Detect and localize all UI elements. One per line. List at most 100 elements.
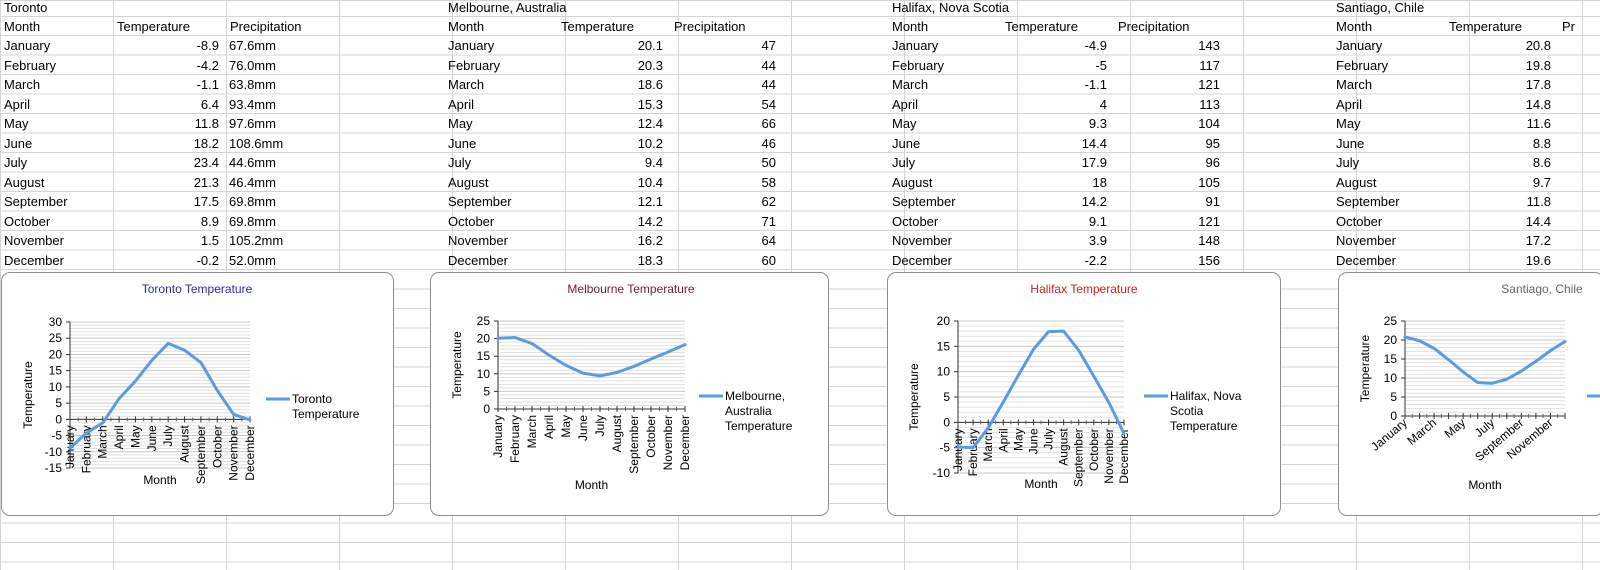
month-cell[interactable]: December (4, 252, 64, 268)
month-cell[interactable]: November (4, 233, 64, 248)
precipitation-cell[interactable]: 105 (1198, 174, 1220, 190)
precipitation-cell[interactable]: 60 (761, 252, 776, 268)
month-cell[interactable]: August (448, 174, 489, 190)
precipitation-cell[interactable]: 104 (1198, 116, 1220, 131)
precipitation-cell[interactable]: 156 (1198, 252, 1220, 268)
month-cell[interactable]: April (1336, 96, 1363, 112)
month-cell[interactable]: October (4, 213, 51, 229)
month-cell[interactable]: May (892, 116, 917, 131)
month-cell[interactable]: February (448, 57, 501, 73)
temperature-cell[interactable]: 20.1 (637, 38, 663, 53)
precipitation-cell[interactable]: 47 (761, 38, 776, 53)
month-cell[interactable]: February (4, 57, 57, 73)
month-cell[interactable]: April (448, 96, 475, 112)
temperature-cell[interactable]: 8.8 (1532, 135, 1551, 151)
temperature-cell[interactable]: 9.1 (1088, 213, 1107, 229)
precipitation-cell[interactable]: 50 (761, 155, 776, 170)
header-cell-temperature[interactable]: Temperature (1449, 19, 1522, 34)
temperature-cell[interactable]: 18 (1092, 174, 1107, 190)
month-cell[interactable]: October (892, 213, 939, 229)
temperature-cell[interactable]: -8.9 (196, 38, 219, 53)
table-title-cell[interactable]: Toronto (4, 0, 48, 15)
month-cell[interactable]: February (1336, 57, 1389, 73)
header-cell-temperature[interactable]: Temperature (561, 19, 634, 34)
temperature-cell[interactable]: 14.4 (1081, 135, 1107, 151)
month-cell[interactable]: November (448, 233, 508, 248)
header-cell-temperature[interactable]: Temperature (1005, 19, 1078, 34)
precipitation-cell[interactable]: 69.8mm (229, 213, 276, 229)
chart-card[interactable]: 0 5 10 15 20 25 January March May July September No… (1338, 272, 1600, 516)
month-cell[interactable]: August (892, 174, 933, 190)
temperature-cell[interactable]: 11.8 (194, 116, 219, 131)
month-cell[interactable]: September (4, 194, 68, 209)
precipitation-cell[interactable]: 52.0mm (229, 252, 276, 268)
header-cell-month[interactable]: Month (448, 19, 485, 34)
temperature-cell[interactable]: 17.5 (193, 194, 219, 209)
temperature-cell[interactable]: 20.3 (637, 57, 663, 73)
temperature-cell[interactable]: -4.2 (196, 57, 219, 73)
month-cell[interactable]: August (1336, 174, 1377, 190)
header-cell-month[interactable]: Month (4, 19, 41, 34)
month-cell[interactable]: June (892, 135, 921, 151)
temperature-cell[interactable]: -5 (1095, 57, 1107, 73)
month-cell[interactable]: September (1336, 194, 1400, 209)
month-cell[interactable]: March (1336, 77, 1373, 92)
precipitation-cell[interactable]: 69.8mm (229, 194, 276, 209)
temperature-cell[interactable]: 19.6 (1525, 252, 1551, 268)
temperature-cell[interactable]: 9.3 (1088, 116, 1107, 131)
precipitation-cell[interactable]: 117 (1199, 57, 1220, 73)
precipitation-cell[interactable]: 143 (1198, 38, 1220, 53)
temperature-cell[interactable]: 21.3 (193, 174, 219, 190)
month-cell[interactable]: December (892, 252, 952, 268)
table-title-cell[interactable]: Halifax, Nova Scotia (892, 0, 1010, 15)
temperature-cell[interactable]: 12.1 (637, 194, 663, 209)
temperature-cell[interactable]: 18.6 (637, 77, 663, 92)
temperature-cell[interactable]: 3.9 (1088, 233, 1107, 248)
month-cell[interactable]: July (1336, 155, 1360, 170)
precipitation-cell[interactable]: 44.6mm (229, 155, 276, 170)
month-cell[interactable]: November (1336, 233, 1396, 248)
precipitation-cell[interactable]: 46 (761, 135, 776, 151)
temperature-cell[interactable]: 1.5 (200, 233, 219, 248)
month-cell[interactable]: December (1336, 252, 1396, 268)
month-cell[interactable]: August (4, 174, 45, 190)
temperature-cell[interactable]: 17.9 (1081, 155, 1107, 170)
month-cell[interactable]: September (448, 194, 512, 209)
month-cell[interactable]: May (448, 116, 473, 131)
precipitation-cell[interactable]: 44 (761, 77, 776, 92)
temperature-cell[interactable]: 4 (1099, 96, 1107, 112)
month-cell[interactable]: May (4, 116, 29, 131)
temperature-cell[interactable]: 12.4 (637, 116, 663, 131)
header-cell-precipitation[interactable]: Precipitation (1118, 19, 1190, 34)
month-cell[interactable]: March (448, 77, 485, 92)
precipitation-cell[interactable]: 58 (761, 174, 776, 190)
temperature-cell[interactable]: 18.3 (637, 252, 663, 268)
precipitation-cell[interactable]: 64 (761, 233, 776, 248)
precipitation-cell[interactable]: 121 (1198, 213, 1220, 229)
month-cell[interactable]: April (892, 96, 919, 112)
precipitation-cell[interactable]: 96 (1205, 155, 1220, 170)
month-cell[interactable]: June (1336, 135, 1365, 151)
temperature-cell[interactable]: -0.2 (196, 252, 219, 268)
month-cell[interactable]: July (448, 155, 472, 170)
month-cell[interactable]: June (448, 135, 477, 151)
precipitation-cell[interactable]: 46.4mm (229, 174, 276, 190)
precipitation-cell[interactable]: 63.8mm (229, 77, 276, 92)
temperature-cell[interactable]: 9.7 (1532, 174, 1551, 190)
precipitation-cell[interactable]: 67.6mm (229, 38, 276, 53)
temperature-cell[interactable]: 14.2 (1081, 194, 1107, 209)
precipitation-cell[interactable]: 93.4mm (229, 96, 276, 112)
temperature-cell[interactable]: -4.9 (1084, 38, 1107, 53)
temperature-cell[interactable]: 14.8 (1525, 96, 1551, 112)
table-title-cell[interactable]: Santiago, Chile (1336, 0, 1425, 15)
chart-card[interactable]: -10 -5 0 5 10 15 20 January February March April Ma… (887, 272, 1281, 516)
temperature-cell[interactable]: 19.8 (1525, 57, 1551, 73)
month-cell[interactable]: February (892, 57, 945, 73)
temperature-cell[interactable]: 16.2 (637, 233, 663, 248)
month-cell[interactable]: January (892, 38, 939, 53)
header-cell-precipitation[interactable]: Precipitation (674, 19, 746, 34)
month-cell[interactable]: January (4, 38, 51, 53)
precipitation-cell[interactable]: 76.0mm (229, 57, 276, 73)
temperature-cell[interactable]: 11.6 (1526, 116, 1551, 131)
header-cell-precipitation[interactable]: Precipitation (230, 19, 302, 34)
